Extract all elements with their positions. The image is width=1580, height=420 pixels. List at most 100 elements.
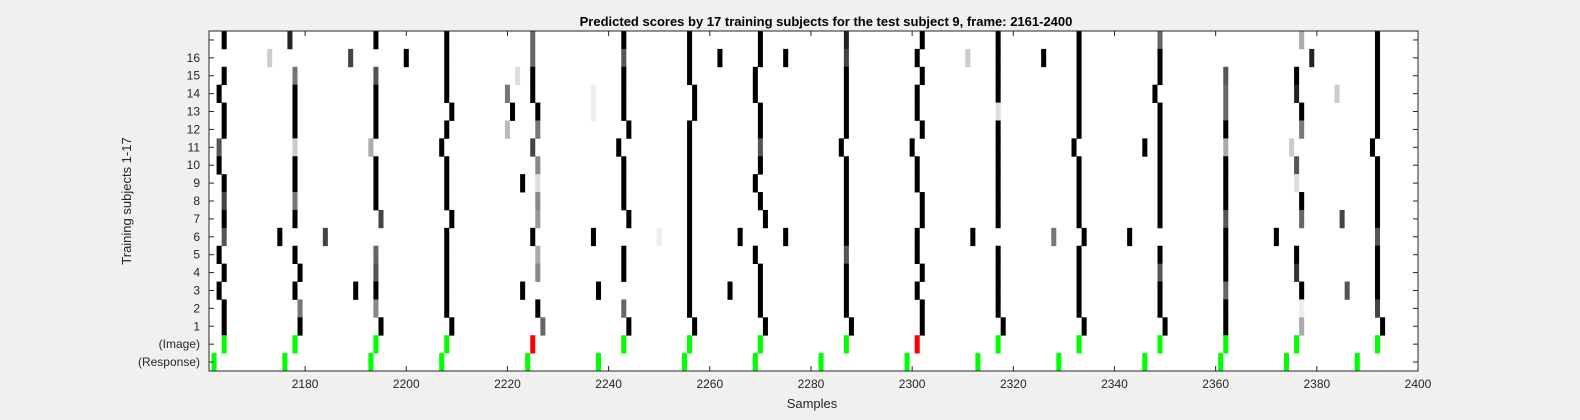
heatmap-cell <box>292 281 298 300</box>
heatmap-cell <box>919 31 925 50</box>
y-tick-label: 3 <box>193 283 200 297</box>
heatmap-cell <box>221 227 227 247</box>
heatmap-cell <box>843 227 849 247</box>
heatmap-cell <box>590 227 596 247</box>
heatmap-cell <box>287 31 293 50</box>
y-tick-label: 15 <box>187 69 201 83</box>
y-axis: 16 15 14 13 12 11 10 9 8 7 6 5 4 3 2 1 (Image) (Response) <box>138 39 1418 369</box>
heatmap-cell <box>762 209 768 229</box>
heatmap-cell <box>919 317 925 336</box>
heatmap-cell <box>530 84 536 103</box>
heatmap-cell <box>843 120 849 139</box>
heatmap-cell <box>995 102 1001 121</box>
x-tick-label: 2380 <box>1303 377 1330 391</box>
heatmap-cell <box>444 281 450 300</box>
heatmap-cell <box>919 299 925 318</box>
heatmap-cell <box>843 209 849 229</box>
heatmap-cell <box>1375 120 1381 139</box>
heatmap-cell <box>292 66 298 86</box>
heatmap-cell <box>403 48 409 68</box>
heatmap-cell <box>626 317 632 336</box>
x-tick-label: 2340 <box>1101 377 1128 391</box>
heatmap-cell <box>757 138 763 157</box>
heatmap-cell <box>843 84 849 103</box>
heatmap-cell <box>757 299 763 318</box>
heatmap-cell <box>621 66 627 86</box>
heatmap-cell <box>783 48 789 68</box>
heatmap-cell <box>373 84 379 103</box>
heatmap-cell <box>1294 335 1300 354</box>
heatmap-cell <box>1344 281 1350 300</box>
heatmap-cell <box>1299 299 1305 318</box>
heatmap-cell <box>1076 31 1082 50</box>
heatmap-cell <box>297 263 303 282</box>
y-tick-label: 4 <box>193 266 200 280</box>
heatmap-cell <box>444 192 450 211</box>
heatmap-cell <box>687 48 693 68</box>
heatmap-cell <box>216 84 222 103</box>
heatmap-cell <box>373 66 379 86</box>
heatmap-cell <box>843 299 849 318</box>
heatmap-cell <box>919 192 925 211</box>
heatmap-cell <box>995 245 1001 265</box>
heatmap-cell <box>535 174 541 193</box>
heatmap-cell <box>1157 209 1163 229</box>
heatmap-cell <box>444 335 450 354</box>
heatmap-cell <box>621 192 627 211</box>
heatmap-cell <box>848 317 854 336</box>
heatmap-cell <box>373 102 379 121</box>
heatmap-cell <box>1157 245 1163 265</box>
heatmap-cell <box>292 84 298 103</box>
heatmap-cell <box>221 299 227 318</box>
heatmap-cell <box>843 31 849 50</box>
heatmap-cell <box>843 48 849 68</box>
heatmap-cell <box>595 281 602 300</box>
heatmap-cell <box>1076 192 1082 211</box>
heatmap-cell <box>1375 31 1381 50</box>
y-tick-label: 13 <box>187 105 201 119</box>
heatmap-cell <box>757 192 763 211</box>
heatmap-cell <box>1157 48 1163 68</box>
heatmap-cell <box>1076 156 1082 175</box>
heatmap-cell <box>1041 48 1047 68</box>
heatmap-cell <box>843 102 849 121</box>
x-tick-label: 2220 <box>494 377 521 391</box>
heatmap-cell <box>687 245 693 265</box>
heatmap-cell <box>995 138 1001 157</box>
x-tick-label: 2300 <box>899 377 926 391</box>
heatmap-cell <box>1076 48 1082 68</box>
heatmap-cell <box>510 102 516 121</box>
heatmap-cell <box>1375 227 1381 247</box>
heatmap-cell <box>444 263 450 282</box>
heatmap-cell <box>504 120 510 139</box>
heatmap-cell <box>975 353 981 372</box>
heatmap-cell <box>757 335 763 354</box>
heatmap-cell <box>530 66 536 86</box>
heatmap-cell <box>373 31 379 50</box>
heatmap-cell <box>687 227 693 247</box>
heatmap-cell <box>843 245 849 265</box>
plot-area: 2180 2200 2220 2240 2260 2280 2300 2320 2340 2360… <box>138 30 1432 391</box>
x-tick-label: 2240 <box>595 377 622 391</box>
heatmap-cell <box>1334 84 1340 103</box>
heatmap-cell <box>687 31 693 50</box>
heatmap-cells <box>211 31 1386 372</box>
heatmap-cell <box>444 227 450 247</box>
heatmap-cell <box>1157 66 1163 86</box>
heatmap-cell <box>348 48 354 68</box>
heatmap-cell <box>1289 138 1295 157</box>
x-tick-label: 2180 <box>292 377 319 391</box>
heatmap-cell <box>621 156 627 175</box>
heatmap-cell <box>1076 209 1082 229</box>
heatmap-cell <box>1157 31 1163 50</box>
heatmap-cell <box>1076 66 1082 86</box>
heatmap-cell <box>995 263 1001 282</box>
heatmap-cell <box>292 245 298 265</box>
heatmap-cell <box>535 120 541 139</box>
heatmap-cell <box>626 209 632 229</box>
x-tick-label: 2360 <box>1202 377 1229 391</box>
y-tick-label: 11 <box>188 140 201 154</box>
y-tick-label: 14 <box>187 87 201 101</box>
heatmap-cell <box>757 31 763 50</box>
heatmap-cell <box>1223 102 1229 121</box>
